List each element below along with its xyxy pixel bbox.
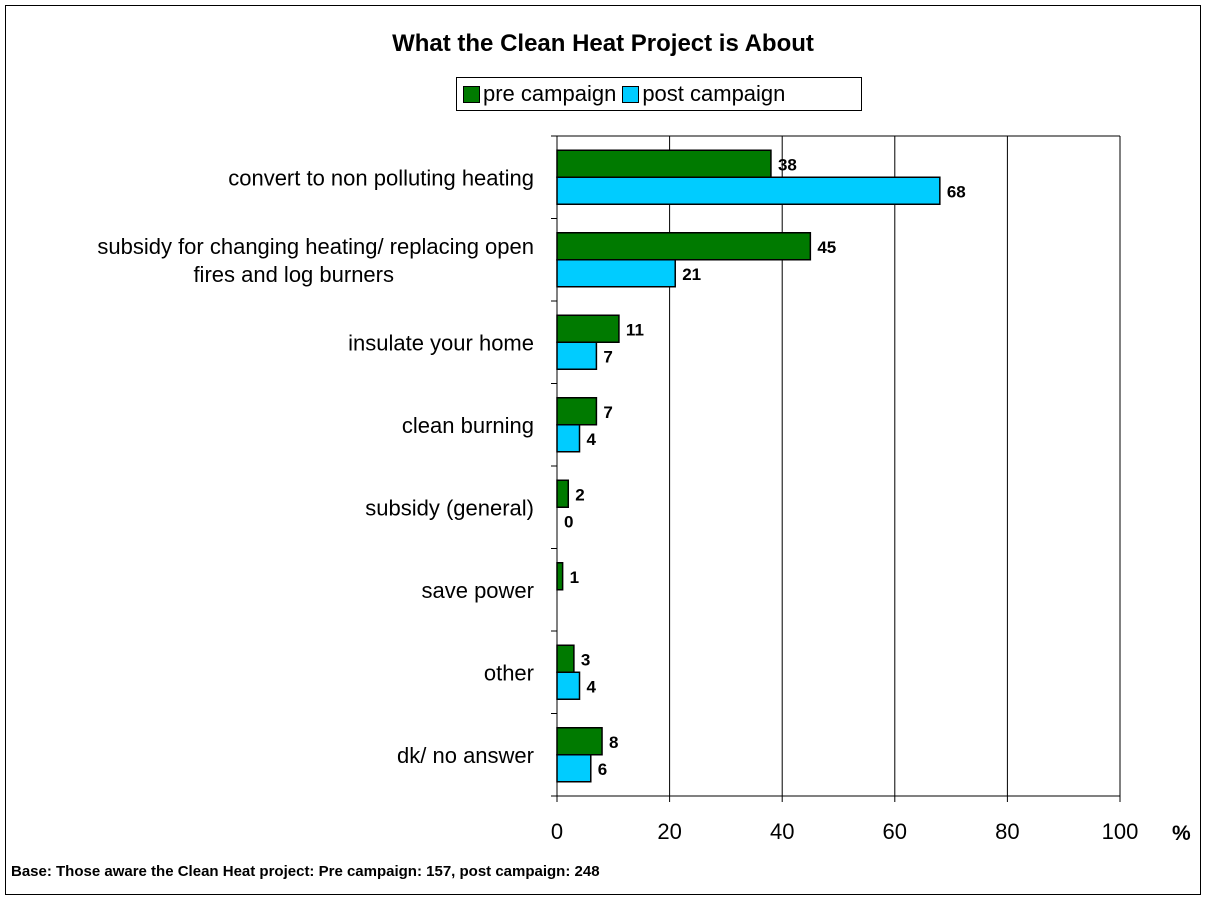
x-tick-label: 80 (995, 819, 1019, 844)
category-label-line: other (484, 660, 534, 685)
chart-title: What the Clean Heat Project is About (392, 30, 814, 57)
data-label: 0 (564, 512, 573, 531)
category-label-line: convert to non polluting heating (228, 165, 534, 190)
legend-swatch-post (622, 85, 640, 103)
chart-frame (5, 5, 1201, 895)
legend-item-pre: pre campaign (463, 81, 616, 107)
x-tick-label: 40 (770, 819, 794, 844)
bar-pre (556, 479, 570, 508)
bar-post (556, 341, 598, 370)
bar-post (556, 754, 592, 783)
legend-label-post: post campaign (642, 81, 786, 106)
x-tick-label: 0 (551, 819, 563, 844)
category-label: subsidy for changing heating/ replacing … (97, 234, 534, 287)
data-label: 11 (626, 320, 644, 339)
legend-swatch-pre (463, 85, 480, 103)
bar-pre (556, 727, 603, 756)
x-tick-label: 100 (1102, 819, 1139, 844)
x-tick-label: 60 (883, 819, 907, 844)
bar-post (556, 671, 581, 700)
bar-pre (556, 314, 620, 343)
data-label: 68 (947, 182, 966, 201)
category-label-line: fires and log burners (193, 262, 394, 287)
data-label: 8 (609, 733, 618, 752)
data-label: 38 (778, 155, 797, 174)
bar-post (556, 176, 941, 205)
x-axis-unit-label: % (1172, 822, 1191, 845)
data-label: 4 (587, 677, 597, 696)
category-label-line: save power (421, 578, 534, 603)
category-label-line: subsidy for changing heating/ replacing … (97, 234, 534, 259)
category-label: save power (421, 578, 534, 603)
data-label: 4 (587, 430, 597, 449)
bar-pre (556, 397, 598, 426)
data-label: 7 (603, 347, 612, 366)
data-label: 6 (598, 760, 607, 779)
category-label-line: insulate your home (348, 330, 534, 355)
base-footnote: Base: Those aware the Clean Heat project… (11, 863, 600, 880)
data-label: 1 (570, 568, 579, 587)
bar-post (556, 259, 676, 288)
category-label: subsidy (general) (365, 495, 534, 520)
data-label: 3 (581, 650, 590, 669)
legend-label-pre: pre campaign (483, 81, 617, 106)
data-label: 7 (603, 403, 612, 422)
data-label: 21 (682, 265, 701, 284)
category-label: convert to non polluting heating (228, 165, 534, 190)
bar-pre (556, 232, 812, 261)
category-label-line: subsidy (general) (365, 495, 534, 520)
category-label: dk/ no answer (397, 743, 534, 768)
category-label-line: clean burning (402, 413, 534, 438)
category-label: clean burning (402, 413, 534, 438)
legend: pre campaign post campaign (456, 77, 862, 111)
data-label: 45 (817, 238, 836, 257)
data-label: 2 (575, 485, 584, 504)
x-tick-label: 20 (657, 819, 681, 844)
bar-pre (556, 562, 564, 591)
category-label: insulate your home (348, 330, 534, 355)
bar-pre (556, 644, 575, 673)
legend-item-post: post campaign (622, 81, 785, 107)
category-label: other (484, 660, 534, 685)
bar-pre (556, 149, 772, 178)
category-label-line: dk/ no answer (397, 743, 534, 768)
bar-post (556, 424, 581, 453)
